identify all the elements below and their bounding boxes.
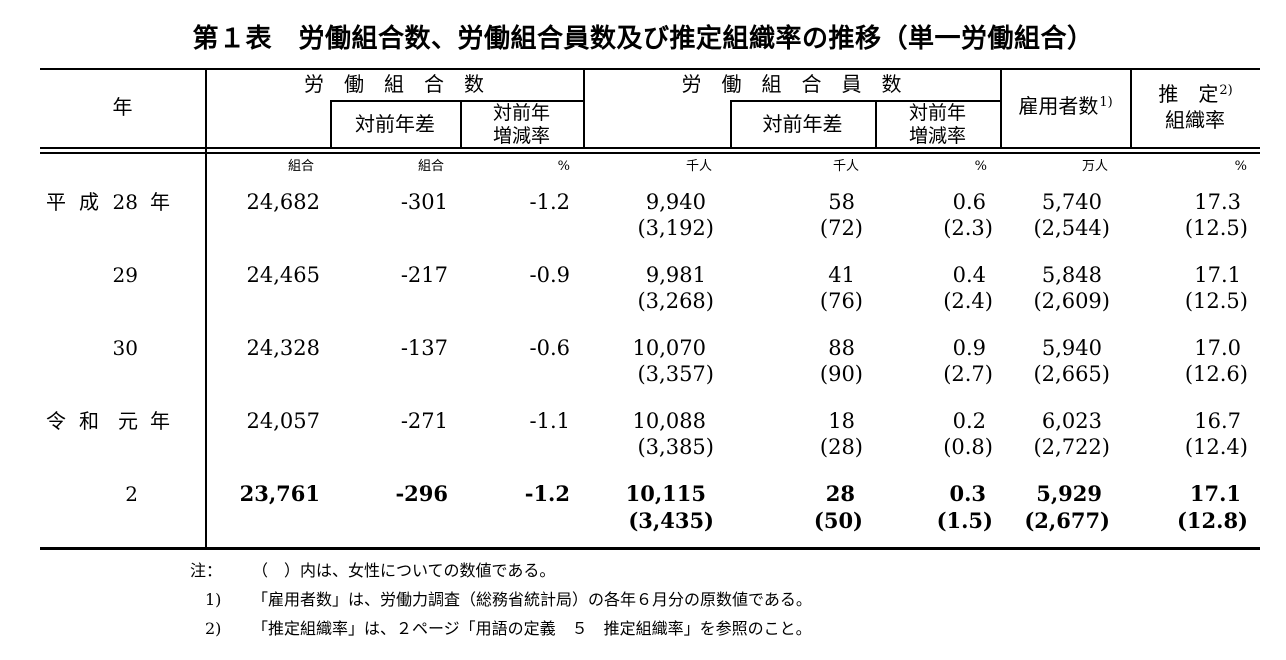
- unit-label: %: [1234, 159, 1247, 174]
- value-cell: 18 (28): [819, 409, 863, 459]
- table-border-top: [40, 68, 1260, 70]
- footnote-marker-1: 1): [1099, 94, 1113, 110]
- column-header-est-rate: 推 定2) 組織率: [1158, 82, 1233, 132]
- value-cell: 9,940 (3,192): [637, 190, 714, 240]
- value-cell: -271: [400, 409, 448, 433]
- footnote: 1) 「雇用者数」は、労働力調査（総務省統計局）の各年６月分の原数値である。: [190, 585, 812, 614]
- value-cell: 10,115 (3,435): [625, 481, 714, 533]
- table-row: 平成 28 年 24,682 -301 -1.2 9,940 (3,192) 58…: [40, 182, 1260, 255]
- value-cell: 0.9 (2.7): [943, 336, 993, 386]
- footnotes: 注： （ ）内は、女性についての数値である。 1) 「雇用者数」は、労働力調査（…: [190, 556, 812, 643]
- value-cell: 0.4 (2.4): [943, 263, 993, 313]
- divider-year-column: [205, 68, 207, 547]
- value-cell: 17.0 (12.6): [1184, 336, 1248, 386]
- table-row: 29 24,465 -217 -0.9 9,981 (3,268) 41 (76) …: [40, 255, 1260, 328]
- column-header-year: 年: [112, 95, 133, 119]
- footnote-text: （ ）内は、女性についての数値である。: [252, 561, 556, 580]
- column-header-employees: 雇用者数1): [1018, 93, 1113, 118]
- year-cell: 29: [112, 263, 138, 287]
- unit-blank: [40, 155, 205, 179]
- value-cell: 17.1 (12.8): [1176, 481, 1248, 533]
- value-cell: -137: [400, 336, 448, 360]
- unit-label: %: [974, 159, 987, 174]
- year-cell: 2: [125, 482, 138, 506]
- value-cell: 6,023 (2,722): [1033, 409, 1110, 459]
- unit-label: 組合: [287, 159, 314, 174]
- footnote-text: 「推定組織率」は、２ページ「用語の定義 ５ 推定組織率」を参照のこと。: [252, 619, 812, 638]
- header-body-rule-1: [40, 147, 1260, 149]
- value-cell: -0.6: [529, 336, 571, 360]
- column-header-unions-rate: 対前年 増減率: [492, 101, 550, 147]
- value-cell: 58 (72): [819, 190, 863, 240]
- table-row: 令和 元 年 24,057 -271 -1.1 10,088 (3,385) 18…: [40, 401, 1260, 474]
- column-group-members: 労 働 組 合 員 数: [681, 71, 902, 96]
- footnote-label: 注：: [190, 561, 223, 580]
- value-cell: -301: [400, 190, 448, 214]
- value-cell: 16.7 (12.4): [1184, 409, 1248, 459]
- unit-label: %: [557, 159, 570, 174]
- footnote-label: 1): [205, 590, 222, 609]
- unit-label: 千人: [685, 159, 712, 174]
- value-cell: -296: [395, 481, 448, 506]
- divider-employees-left: [1000, 68, 1002, 149]
- divider-unions-diff-left: [330, 100, 332, 149]
- value-cell: 17.3 (12.5): [1184, 190, 1248, 240]
- value-cell: 0.3 (1.5): [936, 481, 993, 533]
- column-header-members-rate: 対前年 増減率: [908, 101, 966, 147]
- divider-unions-rate-left: [460, 100, 462, 149]
- footnote: 2) 「推定組織率」は、２ページ「用語の定義 ５ 推定組織率」を参照のこと。: [190, 614, 812, 643]
- divider-members-diff-left: [730, 100, 732, 149]
- value-cell: 23,761: [239, 481, 320, 506]
- value-cell: 88 (90): [819, 336, 863, 386]
- divider-groups: [583, 68, 585, 149]
- value-cell: 41 (76): [819, 263, 863, 313]
- value-cell: 17.1 (12.5): [1184, 263, 1248, 313]
- value-cell: 24,328: [246, 336, 320, 360]
- data-table: 年 労 働 組 合 数 労 働 組 合 員 数 対前年差 対前年 増減率 対前年…: [40, 68, 1260, 550]
- value-cell: 9,981 (3,268): [637, 263, 714, 313]
- page-title: 第１表 労働組合数、労働組合員数及び推定組織率の推移（単一労働組合）: [192, 24, 1094, 54]
- divider-estrate-left: [1130, 68, 1132, 149]
- footnote-marker-2: 2): [1219, 83, 1233, 98]
- year-cell: 30: [112, 336, 138, 360]
- divider-members-rate-left: [875, 100, 877, 149]
- units-row: 組合 組合 % 千人 千人 % 万人 %: [40, 155, 1260, 179]
- year-cell: 令和 元 年: [46, 409, 170, 433]
- footnote-text: 「雇用者数」は、労働力調査（総務省統計局）の各年６月分の原数値である。: [252, 590, 812, 609]
- year-cell: 平成 28 年: [46, 190, 170, 214]
- value-cell: -1.2: [529, 190, 571, 214]
- value-cell: -217: [400, 263, 448, 287]
- value-cell: 5,940 (2,665): [1033, 336, 1110, 386]
- footnote-label: 2): [205, 619, 222, 638]
- value-cell: 0.6 (2.3): [943, 190, 993, 240]
- header-body-rule-2: [40, 152, 1260, 154]
- column-header-unions-diff: 対前年差: [355, 112, 435, 136]
- value-cell: 5,848 (2,609): [1033, 263, 1110, 313]
- table-row: 2 23,761 -296 -1.2 10,115 (3,435) 28 (50) …: [40, 474, 1260, 547]
- footnote: 注： （ ）内は、女性についての数値である。: [190, 556, 812, 585]
- value-cell: 10,070 (3,357): [632, 336, 714, 386]
- value-cell: 5,740 (2,544): [1033, 190, 1110, 240]
- table-row: 30 24,328 -137 -0.6 10,070 (3,357) 88 (90)…: [40, 328, 1260, 401]
- value-cell: 5,929 (2,677): [1024, 481, 1110, 533]
- subheader-rule-unions: [330, 100, 583, 102]
- value-cell: 24,682: [246, 190, 320, 214]
- value-cell: 24,465: [246, 263, 320, 287]
- value-cell: -1.2: [524, 481, 570, 506]
- value-cell: -1.1: [529, 409, 571, 433]
- value-cell: 28 (50): [813, 481, 863, 533]
- value-cell: -0.9: [529, 263, 571, 287]
- value-cell: 24,057: [246, 409, 320, 433]
- unit-label: 千人: [832, 159, 859, 174]
- value-cell: 10,088 (3,385): [632, 409, 714, 459]
- unit-label: 組合: [417, 159, 444, 174]
- subheader-rule-members: [730, 100, 1000, 102]
- value-cell: 0.2 (0.8): [943, 409, 993, 459]
- unit-label: 万人: [1081, 159, 1108, 174]
- column-group-unions: 労 働 組 合 数: [304, 71, 484, 96]
- column-header-members-diff: 対前年差: [762, 112, 843, 136]
- table-border-bottom: [40, 547, 1260, 550]
